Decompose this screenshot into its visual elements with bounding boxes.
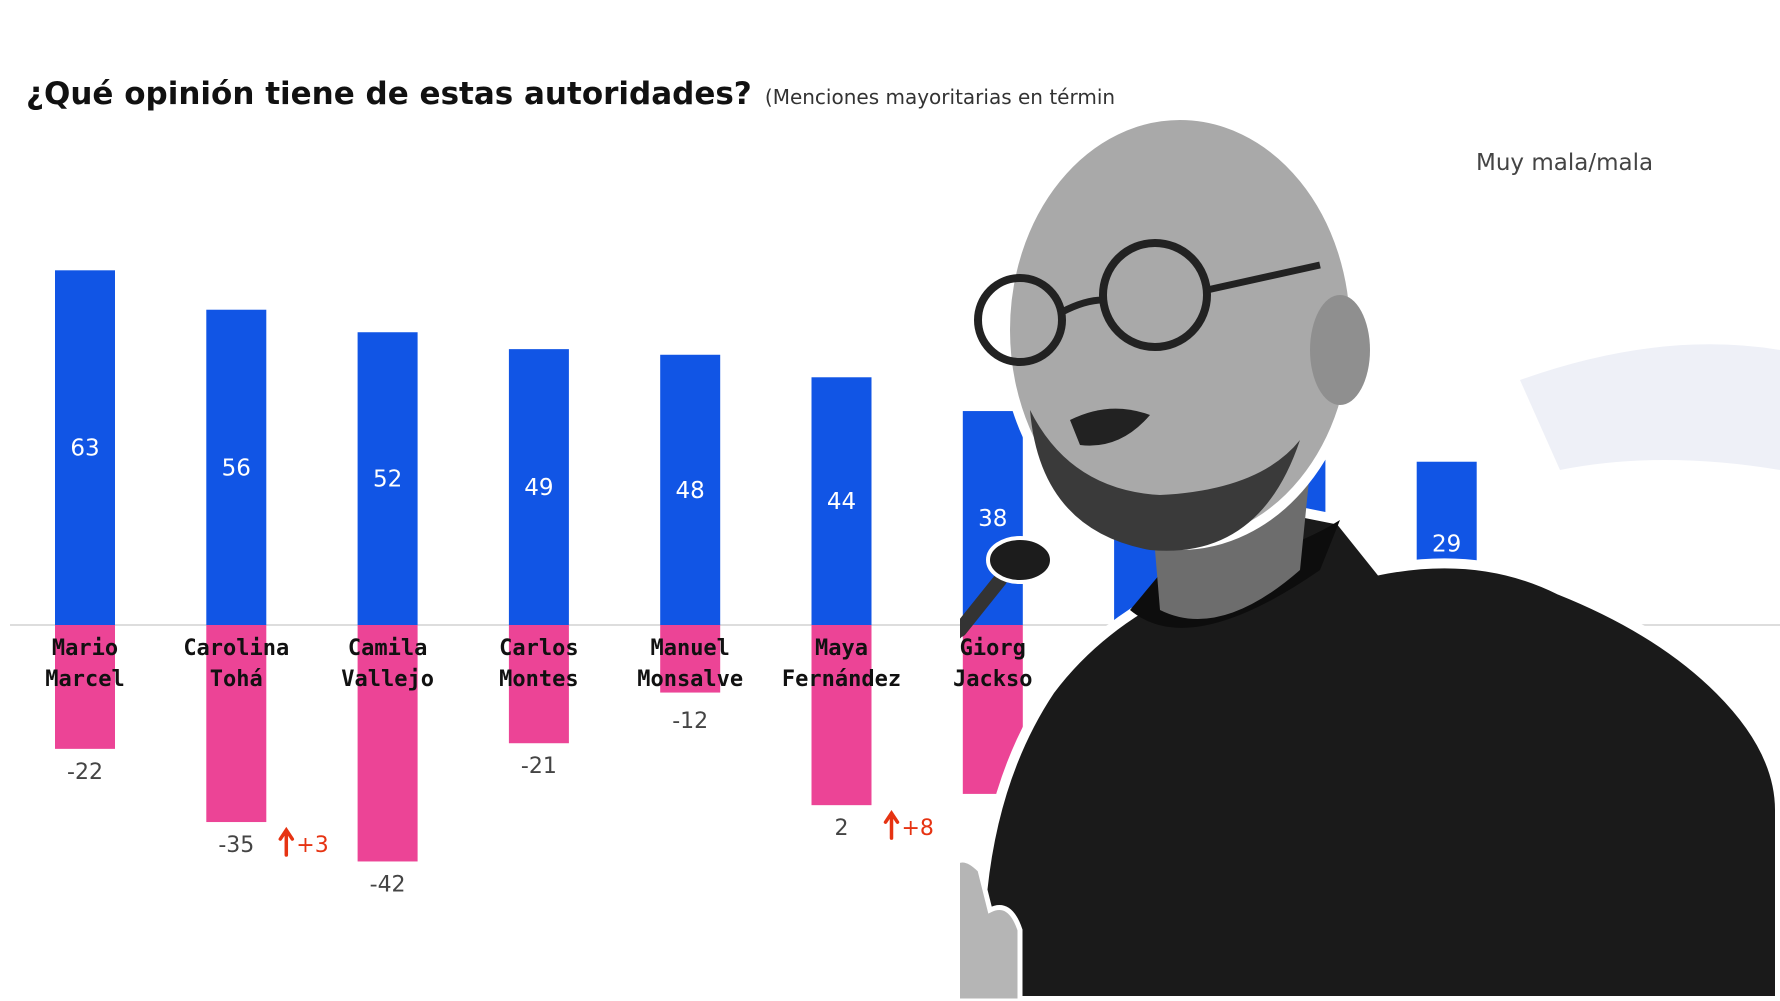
negative-bar <box>55 625 115 749</box>
category-label: Fernández <box>782 667 901 692</box>
chart-title: ¿Qué opinión tiene de estas autoridades? <box>26 76 752 112</box>
positive-value-label: 52 <box>373 467 402 493</box>
negative-value-label: -21 <box>521 754 557 779</box>
negative-bar <box>811 625 872 806</box>
category-label: Monsalve <box>637 667 743 692</box>
category-label: Maya <box>815 636 868 661</box>
category-label: Camila <box>348 636 427 661</box>
positive-value-label: 63 <box>70 436 99 462</box>
positive-value-label: 49 <box>524 475 553 501</box>
negative-value-label: 2 <box>835 816 849 841</box>
legend-negative-label: Muy mala/mala <box>1476 150 1654 176</box>
person-photo <box>960 110 1780 1001</box>
negative-bar <box>357 625 418 862</box>
category-label: Carolina <box>183 636 289 661</box>
positive-bar <box>811 377 872 625</box>
negative-bar <box>508 625 569 744</box>
positive-value-label: 44 <box>827 489 856 515</box>
category-label: Jackso <box>953 667 1032 692</box>
chart-subtitle: (Menciones mayoritarias en términ <box>764 85 1116 109</box>
change-arrow-icon <box>883 810 900 840</box>
change-label: +8 <box>902 816 934 841</box>
negative-value-label: -35 <box>218 833 254 858</box>
category-label: Tohá <box>210 667 263 692</box>
positive-bar <box>206 309 267 625</box>
category-label: Marcel <box>45 667 124 692</box>
negative-value-label: -12 <box>672 709 708 734</box>
negative-bar <box>660 625 721 693</box>
negative-bar <box>206 625 267 823</box>
positive-value-label: 29 <box>1432 531 1461 557</box>
positive-value-label: 38 <box>978 506 1007 532</box>
category-label: Vallejo <box>341 667 434 692</box>
category-label: Mario <box>52 636 118 661</box>
category-label: Montes <box>499 667 578 692</box>
change-label: +3 <box>296 833 328 858</box>
positive-value-label: 56 <box>222 455 251 481</box>
positive-bar <box>55 270 115 625</box>
negative-value-label: -42 <box>370 872 406 897</box>
positive-bar <box>357 332 418 625</box>
change-arrow-icon <box>278 826 295 857</box>
positive-bar <box>508 349 569 625</box>
category-label: Giorg <box>960 636 1026 661</box>
positive-bar <box>660 354 721 625</box>
chart-title-row: ¿Qué opinión tiene de estas autoridades?… <box>26 76 1115 112</box>
category-label: Manuel <box>650 636 729 661</box>
negative-value-label: -22 <box>67 760 103 785</box>
positive-value-label: 48 <box>676 478 705 504</box>
category-label: Carlos <box>499 636 578 661</box>
